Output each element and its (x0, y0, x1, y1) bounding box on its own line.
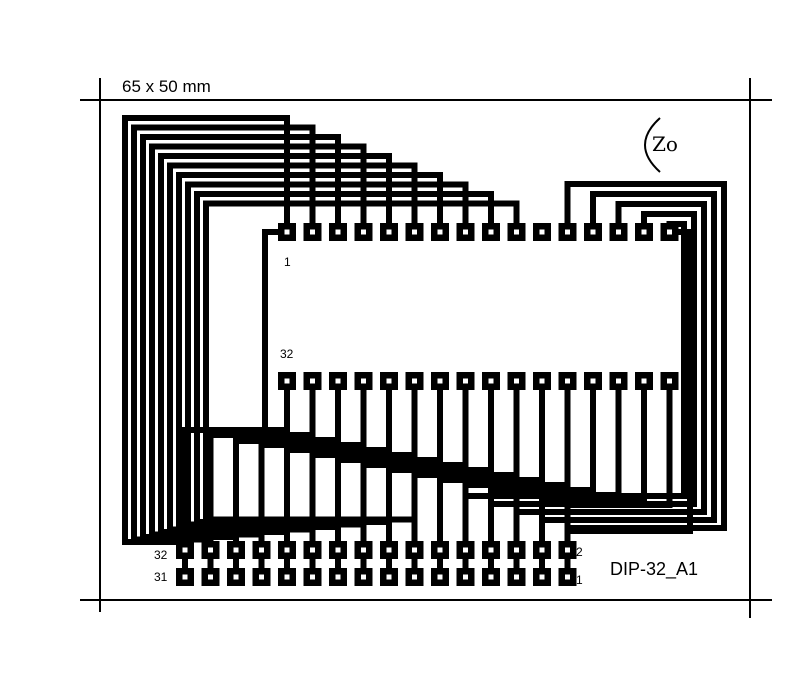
trace (437, 378, 545, 580)
header-pad-bottom (176, 568, 194, 586)
chip-pad-bottom (635, 372, 653, 390)
chip-pad-top (278, 223, 296, 241)
header-pad-bottom (303, 568, 322, 586)
trace (411, 378, 520, 580)
trace (284, 378, 392, 580)
trace (335, 378, 443, 580)
chip-pad-bottom (660, 372, 679, 390)
trace (488, 378, 596, 580)
header-pad-top (456, 541, 475, 559)
header-pad-bottom (533, 568, 551, 586)
header-pad-top (278, 541, 296, 559)
chip-pad-bottom (558, 372, 577, 390)
chip-pad-top (354, 223, 373, 241)
header-pad-top (303, 541, 322, 559)
trace (513, 378, 622, 580)
header-pad-top (405, 541, 424, 559)
chip-pad-top (584, 223, 602, 241)
trace (233, 229, 290, 444)
chip-pad-bottom (303, 372, 322, 390)
trace (462, 378, 571, 580)
header-pad-bottom (558, 568, 577, 586)
header-pad-top (558, 541, 577, 559)
chip-pad-top (635, 223, 653, 241)
trace (539, 378, 647, 580)
trace (258, 378, 367, 580)
header-pad-bottom (354, 568, 373, 586)
chip-pad-top (303, 223, 322, 241)
header-pin-32-label: 32 (154, 548, 168, 562)
trace (360, 378, 469, 580)
chip-pad-top (456, 223, 475, 241)
chip-pad-bottom (278, 372, 296, 390)
board-name: DIP-32_A1 (610, 559, 698, 580)
trace (182, 378, 290, 580)
chip-pad-bottom (609, 372, 628, 390)
header-pad-top (252, 541, 271, 559)
header-pad-bottom (227, 568, 245, 586)
chip-pad-bottom (482, 372, 500, 390)
header-pad-bottom (507, 568, 526, 586)
chip-pad-top (507, 223, 526, 241)
chip-pad-bottom (354, 372, 373, 390)
chip-pad-top (482, 223, 500, 241)
chip-pad-bottom (456, 372, 475, 390)
chip-pad-top (660, 223, 679, 241)
chip-pad-bottom (507, 372, 526, 390)
trace (386, 378, 494, 580)
chip-pad-bottom (533, 372, 551, 390)
chip-pad-bottom (584, 372, 602, 390)
header-pin-1-label: 1 (576, 573, 583, 587)
chip-pad-bottom (380, 372, 398, 390)
chip-pin-32-label: 32 (280, 347, 294, 361)
header-pad-bottom (405, 568, 424, 586)
board-outline (80, 78, 772, 618)
logo: Zo (644, 117, 678, 173)
trace-group (122, 115, 727, 580)
header-pad-bottom (482, 568, 500, 586)
header-pad-bottom (380, 568, 398, 586)
trace (564, 229, 693, 534)
trace (233, 378, 341, 580)
chip-pad-top (329, 223, 347, 241)
chip-pad-bottom (329, 372, 347, 390)
chip-pin-1-label: 1 (284, 255, 291, 269)
trace (309, 378, 418, 580)
trace (185, 181, 469, 553)
header-pad-top (329, 541, 347, 559)
header-pad-top (507, 541, 526, 559)
chip-pad-top (405, 223, 424, 241)
header-pad-bottom (278, 568, 296, 586)
header-pin-2-label: 2 (576, 545, 583, 559)
chip-pad-bottom (431, 372, 449, 390)
header-pad-top (201, 541, 220, 559)
svg-text:Zo: Zo (652, 132, 678, 156)
chip-pad-top (533, 223, 551, 241)
header-pad-bottom (252, 568, 271, 586)
dimensions-label: 65 x 50 mm (122, 77, 211, 96)
chip-pad-top (431, 223, 449, 241)
header-pad-top (482, 541, 500, 559)
header-pad-bottom (201, 568, 220, 586)
trace (207, 378, 316, 580)
chip-pad-top (380, 223, 398, 241)
header-pad-bottom (431, 568, 449, 586)
header-pin-31-label: 31 (154, 570, 168, 584)
header-pad-top (354, 541, 373, 559)
header-pad-top (176, 541, 194, 559)
pad-group (176, 223, 679, 586)
chip-pad-bottom (405, 372, 424, 390)
chip-pad-top (558, 223, 577, 241)
header-pad-bottom (329, 568, 347, 586)
header-pad-top (431, 541, 449, 559)
header-pad-top (533, 541, 551, 559)
header-pad-top (380, 541, 398, 559)
header-pad-top (227, 541, 245, 559)
chip-pad-top (609, 223, 628, 241)
header-pad-bottom (456, 568, 475, 586)
